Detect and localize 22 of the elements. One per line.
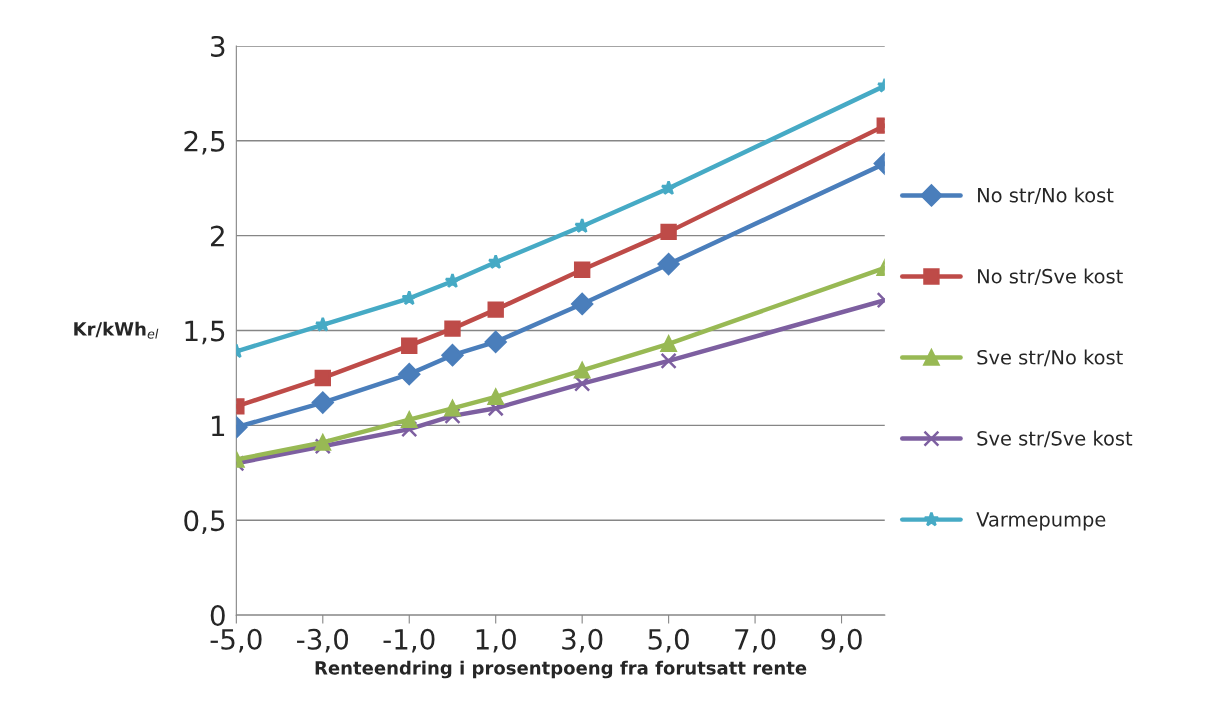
y-axis-title: Kr/kWh$_{el}$ bbox=[74, 321, 159, 339]
x-tick-label: -3,0 bbox=[297, 628, 349, 653]
y-tick-label: 3 bbox=[211, 35, 225, 57]
legend-label: Sve str/No kost bbox=[977, 349, 1123, 367]
legend-label: No str/Sve kost bbox=[978, 268, 1123, 286]
x-tick-label: 7,0 bbox=[735, 628, 776, 653]
legend-label: Varmepumpe bbox=[976, 512, 1106, 531]
x-tick-label: 5,0 bbox=[648, 628, 689, 653]
y-tick-label: 2,5 bbox=[184, 130, 225, 155]
y-tick-label: 0,5 bbox=[184, 510, 225, 535]
y-tick-label: 2 bbox=[210, 225, 224, 247]
legend-label: Sve str/Sve kost bbox=[977, 430, 1133, 448]
y-tick-label: 1 bbox=[212, 415, 225, 436]
y-tick-label: 1,5 bbox=[185, 320, 225, 345]
x-tick-label: 1,0 bbox=[476, 628, 516, 653]
x-axis-title: Renteendring i prosentpoeng fra forutsatt rente bbox=[315, 660, 807, 679]
legend-label: No str/No kost bbox=[978, 187, 1114, 205]
x-tick-label: 9,0 bbox=[821, 628, 862, 653]
x-tick-label: 3,0 bbox=[562, 628, 603, 653]
x-tick-label: -1,0 bbox=[383, 628, 435, 653]
x-tick-label: -5,0 bbox=[210, 628, 262, 653]
y-tick-label: 0 bbox=[210, 605, 225, 627]
